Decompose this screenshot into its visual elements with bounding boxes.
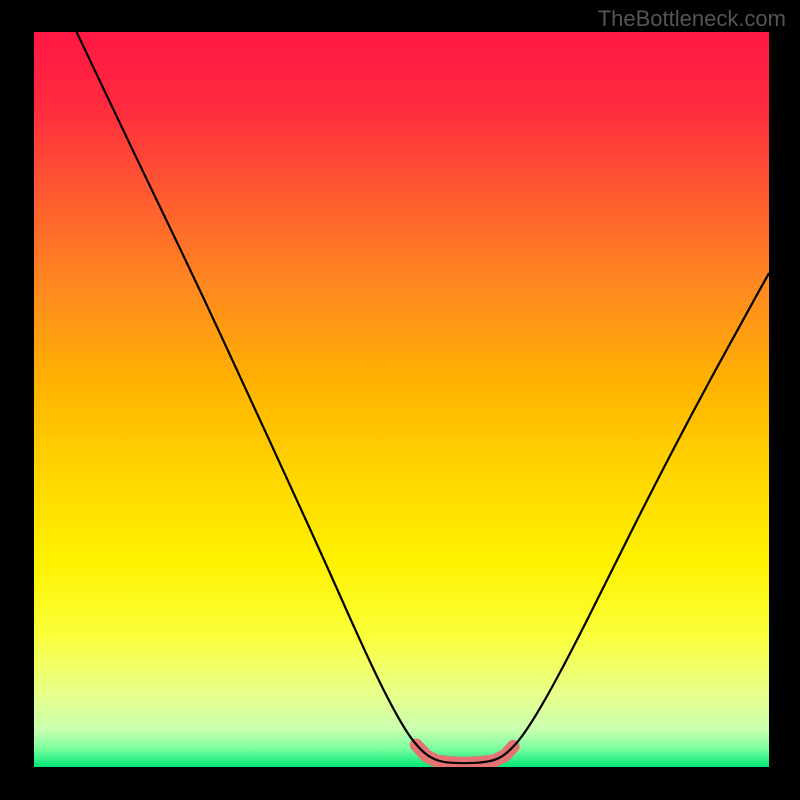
chart-svg — [34, 32, 769, 767]
chart-background-gradient — [34, 32, 769, 767]
watermark-text: TheBottleneck.com — [598, 6, 786, 32]
chart-plot-area — [34, 32, 769, 767]
